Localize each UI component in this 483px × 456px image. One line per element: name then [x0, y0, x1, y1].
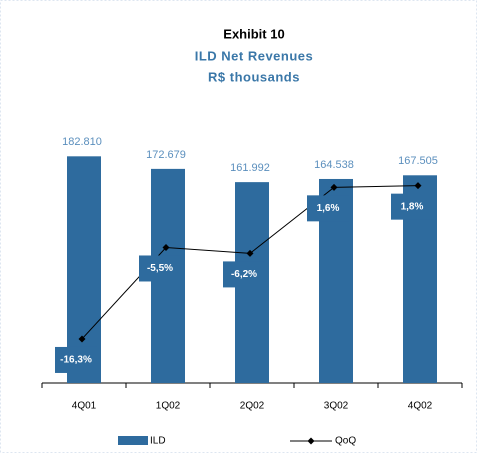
qoq-label-box: [55, 346, 97, 373]
qoq-marker: [330, 183, 338, 191]
unit-label: R$ thousands: [208, 69, 300, 84]
qoq-marker: [162, 243, 170, 251]
legend-swatch: [118, 436, 148, 445]
bar-value-label: 172.679: [146, 149, 186, 161]
chart-subtitle: ILD Net Revenues: [195, 48, 314, 63]
x-tick-label: 4Q02: [408, 401, 433, 412]
qoq-value-label: 1,6%: [317, 203, 340, 214]
qoq-marker: [246, 249, 254, 257]
legend-label: QoQ: [335, 436, 356, 447]
qoq-marker: [78, 335, 86, 343]
qoq-value-label: 1,8%: [401, 201, 424, 212]
qoq-label-box: [307, 195, 349, 222]
qoq-label-box: [139, 255, 181, 282]
x-tick-label: 1Q02: [156, 401, 181, 412]
x-tick-label: 4Q01: [72, 401, 97, 412]
qoq-value-label: -16,3%: [60, 355, 92, 366]
bar-value-label: 161.992: [230, 162, 270, 174]
qoq-value-label: -6,2%: [231, 269, 257, 280]
legend-marker: [307, 437, 315, 445]
chart-title: Exhibit 10: [223, 26, 284, 41]
bar-value-label: 164.538: [314, 159, 354, 171]
bar-value-label: 182.810: [62, 136, 102, 148]
qoq-value-label: -5,5%: [147, 263, 173, 274]
qoq-marker: [414, 182, 422, 190]
qoq-label-box: [391, 193, 433, 220]
x-tick-label: 3Q02: [324, 401, 349, 412]
x-tick-label: 2Q02: [240, 401, 265, 412]
bar-value-label: 167.505: [398, 155, 438, 167]
legend-label: ILD: [150, 436, 166, 447]
bar: [67, 156, 101, 383]
qoq-label-box: [223, 261, 265, 288]
